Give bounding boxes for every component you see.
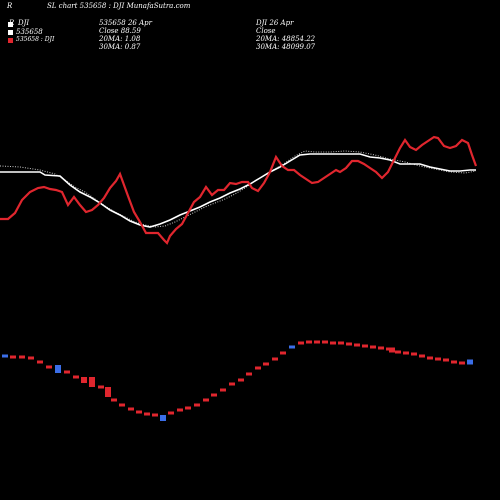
volume-bar [28, 356, 34, 360]
ma-line-dotted [0, 150, 477, 228]
volume-bar [81, 377, 87, 383]
volume-bar [229, 382, 235, 386]
volume-bar [89, 377, 95, 387]
volume-bar [459, 361, 465, 365]
volume-bar [306, 340, 312, 344]
volume-bar [435, 357, 441, 361]
volume-bar [378, 346, 384, 350]
volume-bar [255, 366, 261, 370]
volume-bar [194, 403, 200, 407]
legend-swatch-white [8, 22, 13, 27]
price-line-red [0, 135, 478, 245]
volume-bar [467, 359, 473, 365]
info-right-line-4: 30MA: 48099.07 [256, 43, 316, 51]
legend-line-3: 535658 : DJI [16, 36, 55, 43]
volume-bar [128, 407, 134, 411]
volume-bar [136, 410, 142, 414]
legend-line-2: 535658 [16, 28, 43, 36]
volume-bar [395, 350, 401, 354]
volume-bar [451, 360, 457, 364]
info-left-line-2: Close 88.59 [99, 27, 141, 35]
volume-bar [177, 408, 183, 412]
volume-bar [362, 344, 368, 348]
volume-bar [46, 365, 52, 369]
volume-bar [354, 343, 360, 347]
volume-bar [105, 387, 111, 397]
volume-bar [389, 347, 395, 353]
volume-bar [289, 345, 295, 349]
volume-bar [330, 341, 336, 345]
volume-bar [2, 354, 8, 358]
volume-bar [185, 406, 191, 410]
info-right-line-2: Close [256, 27, 276, 35]
volume-bar [152, 413, 158, 417]
legend-line-1: DJI [18, 19, 30, 27]
volume-bar [144, 412, 150, 416]
volume-bar [298, 341, 304, 345]
volume-bar [427, 356, 433, 360]
info-left-line-3: 20MA: 1.08 [99, 35, 141, 43]
volume-bars [2, 340, 473, 421]
volume-bar [10, 355, 16, 359]
header-left-char: R [7, 2, 13, 10]
ma-line-white [0, 153, 476, 228]
volume-bar [37, 360, 43, 364]
volume-bar [338, 341, 344, 345]
volume-bar [443, 358, 449, 362]
legend-swatch-white-2 [8, 30, 13, 35]
volume-bar [314, 340, 320, 344]
volume-bar [220, 388, 226, 392]
volume-bar [211, 393, 217, 397]
chart-title: SL chart 535658 : DJI MunafaSutra.com [47, 2, 191, 10]
volume-bar [246, 372, 252, 376]
info-left-line-4: 30MA: 0.87 [99, 43, 141, 51]
volume-bar [73, 375, 79, 379]
volume-bar [403, 351, 409, 355]
volume-bar [272, 357, 278, 361]
volume-bar [238, 378, 244, 382]
info-left-line-1: 535658 26 Apr [99, 19, 152, 27]
volume-bar [263, 362, 269, 366]
volume-bar [168, 411, 174, 415]
volume-bar [419, 354, 425, 358]
info-right-line-1: DJI 26 Apr [256, 19, 294, 27]
volume-bar [370, 345, 376, 349]
volume-bar [64, 370, 70, 374]
volume-bar [160, 415, 166, 421]
info-right-line-3: 20MA: 48854.22 [256, 35, 316, 43]
volume-bar [111, 398, 117, 402]
volume-bar [411, 352, 417, 356]
legend-swatch-red [8, 38, 13, 43]
volume-bar [55, 365, 61, 373]
volume-bar [322, 340, 328, 344]
volume-bar [346, 342, 352, 346]
volume-bar [280, 351, 286, 355]
volume-bar [203, 398, 209, 402]
volume-bar [98, 385, 104, 389]
volume-bar [19, 355, 25, 359]
volume-bar [119, 403, 125, 407]
